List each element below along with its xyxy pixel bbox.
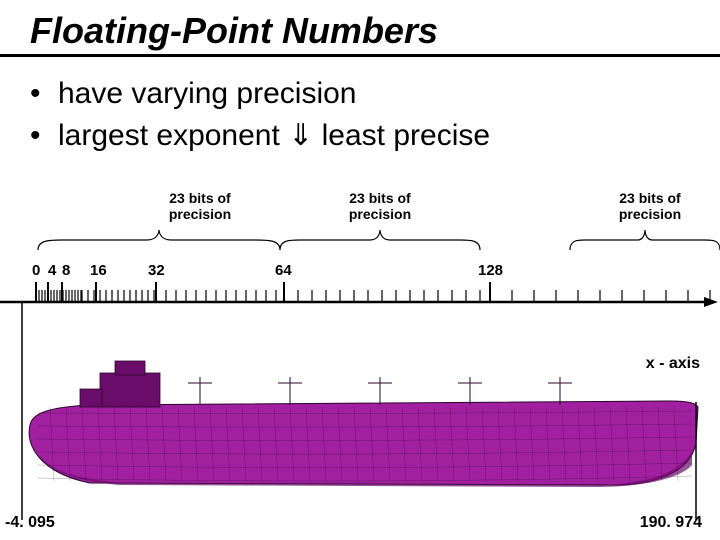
coord-right: 190. 974 <box>640 514 702 532</box>
bullet-item: largest exponent ⇓ least precise <box>30 117 690 155</box>
bullet-list: have varying precision largest exponent … <box>30 75 690 158</box>
ship-wireframe <box>20 355 700 505</box>
precision-diagram: 23 bits of precision 23 bits of precisio… <box>0 190 720 350</box>
slide: Floating-Point Numbers have varying prec… <box>0 0 720 540</box>
bullet-item: have varying precision <box>30 75 690 113</box>
slide-title: Floating-Point Numbers <box>30 10 438 52</box>
coord-left: -4. 095 <box>5 514 55 532</box>
number-line <box>0 190 720 332</box>
